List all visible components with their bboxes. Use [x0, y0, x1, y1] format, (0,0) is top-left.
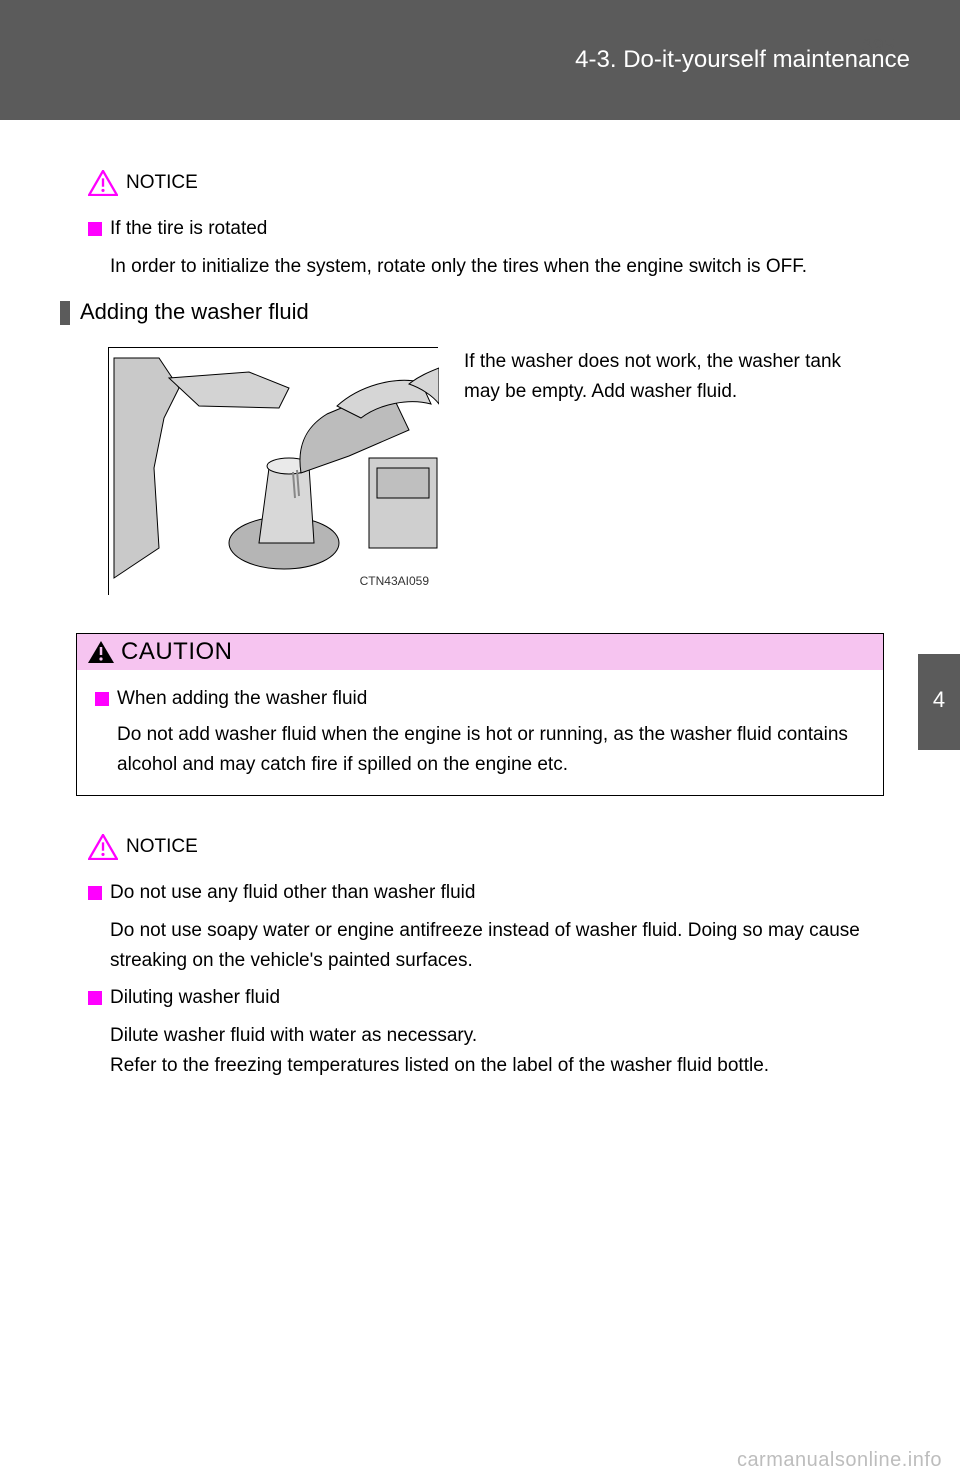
square-bullet-icon: [88, 991, 102, 1005]
washer-fluid-illustration: [109, 348, 439, 596]
caution-title-bar: CAUTION: [77, 634, 883, 670]
caution-item-heading: When adding the washer fluid: [95, 688, 865, 710]
notice-header: NOTICE: [88, 170, 880, 196]
figure-wrap: CTN43AI059: [108, 347, 438, 595]
washer-section: Adding the washer fluid: [80, 299, 880, 623]
notice-bottom-item1-title: Do not use any fluid other than washer f…: [110, 882, 475, 904]
notice-bottom-item1-text: Do not use soapy water or engine antifre…: [110, 916, 880, 975]
section-marker-bar: [60, 301, 70, 325]
caution-item-text: Do not add washer fluid when the engine …: [117, 720, 865, 779]
notice-bottom-body: Do not use any fluid other than washer f…: [80, 882, 880, 1080]
notice-item-title: If the tire is rotated: [110, 218, 267, 240]
square-bullet-icon: [95, 692, 109, 706]
notice-bottom-block: NOTICE Do not use any fluid other than w…: [80, 834, 880, 1080]
notice-label: NOTICE: [126, 172, 198, 194]
notice-bottom-item2-title: Diluting washer fluid: [110, 987, 280, 1009]
page-header-bar: 4-3. Do-it-yourself maintenance: [0, 0, 960, 120]
side-chapter-tab: 4 Maintenance and care: [918, 654, 960, 750]
notice-bottom-item1-heading: Do not use any fluid other than washer f…: [88, 882, 880, 904]
warning-triangle-icon: [88, 170, 118, 196]
notice-bottom-label: NOTICE: [126, 836, 198, 858]
warning-triangle-icon: [88, 834, 118, 860]
notice-bottom-item2-heading: Diluting washer fluid: [88, 987, 880, 1009]
notice-item-heading: If the tire is rotated: [88, 218, 880, 240]
header-breadcrumb: 4-3. Do-it-yourself maintenance: [575, 46, 910, 74]
caution-label: CAUTION: [121, 638, 233, 666]
washer-fluid-figure: CTN43AI059: [108, 347, 438, 595]
washer-caption: If the washer does not work, the washer …: [464, 347, 880, 623]
page-content: NOTICE If the tire is rotated In order t…: [0, 120, 960, 1080]
caution-body: When adding the washer fluid Do not add …: [77, 670, 883, 795]
watermark-text: carmanualsonline.info: [737, 1449, 942, 1472]
figure-row: CTN43AI059 If the washer does not work, …: [80, 347, 880, 623]
figure-code: CTN43AI059: [360, 574, 429, 588]
washer-section-title: Adding the washer fluid: [80, 299, 880, 325]
notice-header-bottom: NOTICE: [88, 834, 880, 860]
caution-item-title: When adding the washer fluid: [117, 688, 367, 710]
side-tab-chapter-number: 4: [933, 686, 945, 715]
square-bullet-icon: [88, 222, 102, 236]
notice-bottom-item2-text: Dilute washer fluid with water as necess…: [110, 1021, 880, 1080]
caution-triangle-icon: [87, 640, 115, 664]
page-number: 395: [862, 36, 895, 59]
square-bullet-icon: [88, 886, 102, 900]
caution-box: CAUTION When adding the washer fluid Do …: [76, 633, 884, 796]
notice-item-text: In order to initialize the system, rotat…: [110, 252, 880, 281]
